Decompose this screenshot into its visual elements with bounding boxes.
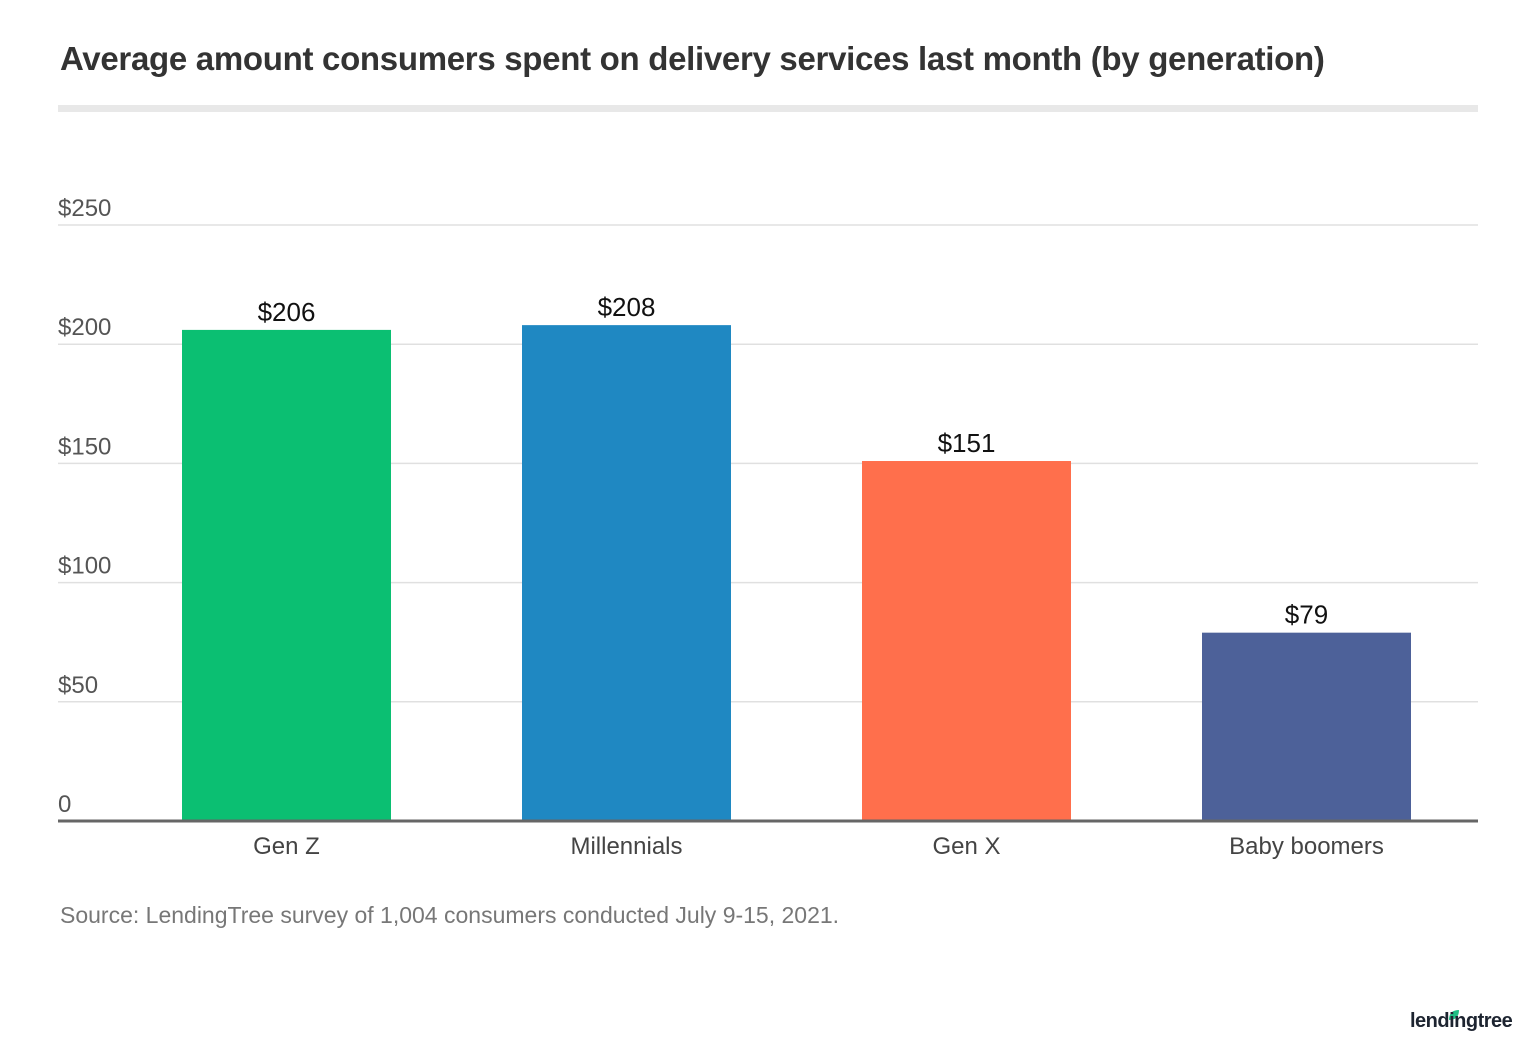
y-tick-label: $150	[58, 433, 111, 460]
y-tick-label: 0	[58, 791, 71, 818]
data-label: $151	[938, 428, 996, 458]
data-label: $206	[258, 297, 316, 327]
y-tick-label: $50	[58, 672, 98, 699]
x-tick-label: Gen Z	[253, 833, 320, 860]
bar-gen-z	[182, 329, 391, 821]
leaf-icon	[1449, 1010, 1459, 1020]
bar-gen-x	[862, 461, 1071, 821]
source-note: Source: LendingTree survey of 1,004 cons…	[60, 902, 840, 928]
bar-baby-boomers	[1202, 632, 1411, 821]
x-tick-label: Gen X	[932, 833, 1000, 860]
data-label: $79	[1285, 600, 1328, 630]
lendingtree-logo: lendingtree	[1410, 1010, 1513, 1032]
y-tick-label: $200	[58, 314, 111, 341]
chart-title: Average amount consumers spent on delive…	[60, 40, 1325, 77]
y-tick-label: $250	[58, 195, 111, 222]
title-divider	[58, 105, 1478, 112]
y-tick-label: $100	[58, 553, 111, 580]
bar-millennials	[522, 325, 731, 821]
data-label: $208	[598, 292, 656, 322]
x-tick-label: Millennials	[570, 833, 682, 860]
x-tick-label: Baby boomers	[1229, 833, 1384, 860]
